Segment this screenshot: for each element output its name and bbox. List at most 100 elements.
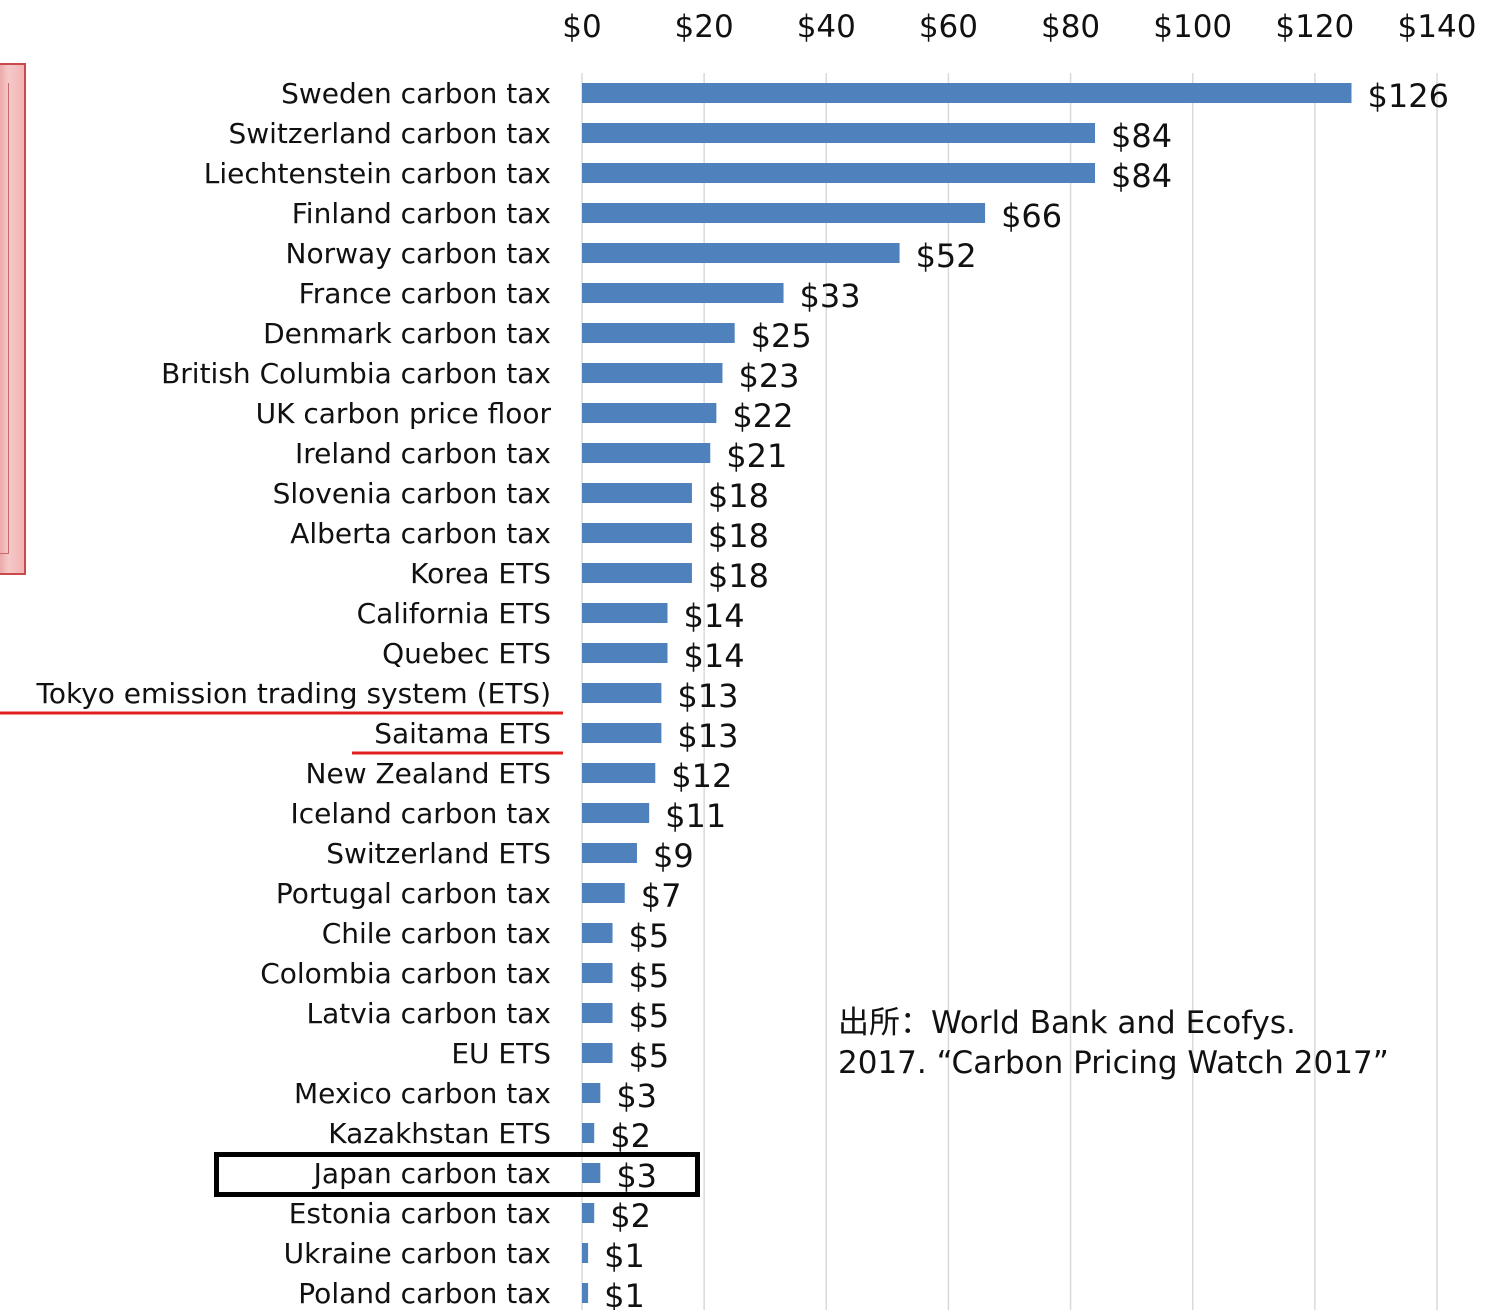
data-label: $9: [653, 837, 694, 875]
decorative-panel: [0, 63, 26, 575]
data-label: $25: [751, 317, 812, 355]
data-label: $12: [671, 757, 732, 795]
bar: [582, 763, 656, 783]
data-label: $84: [1111, 117, 1172, 155]
x-tick-label: $20: [675, 9, 734, 45]
x-tick-label: $140: [1398, 9, 1477, 45]
bar: [582, 1003, 613, 1023]
bar: [582, 1203, 595, 1223]
bar: [582, 323, 735, 343]
category-label: UK carbon price floor: [256, 397, 552, 430]
category-label: Estonia carbon tax: [289, 1197, 551, 1230]
bar: [582, 843, 637, 863]
bar: [582, 243, 900, 263]
bar: [582, 723, 662, 743]
data-label: $66: [1001, 197, 1062, 235]
category-label: Korea ETS: [410, 557, 551, 590]
x-tick-label: $120: [1275, 9, 1354, 45]
data-label: $1: [604, 1237, 645, 1275]
bar: [582, 443, 711, 463]
data-label: $5: [629, 1037, 670, 1075]
category-label: Alberta carbon tax: [290, 517, 551, 550]
bar: [582, 1083, 601, 1103]
bar: [582, 1123, 595, 1143]
bar: [582, 403, 717, 423]
category-label: Iceland carbon tax: [290, 797, 551, 830]
data-label: $18: [708, 517, 769, 555]
bar: [582, 923, 613, 943]
category-label: Switzerland ETS: [326, 837, 551, 870]
data-label: $13: [677, 717, 738, 755]
category-label: Colombia carbon tax: [260, 957, 551, 990]
category-label: Japan carbon tax: [312, 1157, 551, 1190]
data-label: $13: [677, 677, 738, 715]
bar: [582, 1163, 601, 1183]
bar: [582, 1283, 589, 1303]
data-label: $14: [684, 637, 745, 675]
data-label: $33: [800, 277, 861, 315]
bar: [582, 203, 986, 223]
bar: [582, 283, 784, 303]
data-label: $5: [629, 997, 670, 1035]
category-label: Chile carbon tax: [322, 917, 551, 950]
category-label: Slovenia carbon tax: [273, 477, 551, 510]
category-label: Quebec ETS: [382, 637, 551, 670]
data-label: $18: [708, 477, 769, 515]
bar: [582, 123, 1095, 143]
data-label: $2: [610, 1117, 651, 1155]
bar: [582, 683, 662, 703]
category-label: Mexico carbon tax: [294, 1077, 551, 1110]
bar: [582, 1243, 589, 1263]
category-label: Saitama ETS: [374, 717, 551, 750]
data-label: $5: [629, 917, 670, 955]
x-tick-label: $40: [797, 9, 856, 45]
category-label: Kazakhstan ETS: [328, 1117, 551, 1150]
category-label: Ukraine carbon tax: [284, 1237, 551, 1270]
data-label: $84: [1111, 157, 1172, 195]
category-label: Liechtenstein carbon tax: [204, 157, 551, 190]
x-tick-label: $80: [1041, 9, 1100, 45]
data-label: $7: [641, 877, 682, 915]
category-label: Latvia carbon tax: [307, 997, 551, 1030]
source-line-2: 2017. “Carbon Pricing Watch 2017”: [838, 1045, 1389, 1081]
source-line-1: 出所：World Bank and Ecofys.: [838, 1005, 1296, 1041]
data-label: $11: [665, 797, 726, 835]
bar: [582, 1043, 613, 1063]
data-label: $14: [684, 597, 745, 635]
data-label: $3: [616, 1157, 657, 1195]
bar: [582, 363, 723, 383]
data-label: $23: [738, 357, 799, 395]
category-label: France carbon tax: [299, 277, 551, 310]
category-label: New Zealand ETS: [306, 757, 551, 790]
category-label: Finland carbon tax: [292, 197, 551, 230]
bar: [582, 803, 650, 823]
bar: [582, 163, 1095, 183]
category-label: Switzerland carbon tax: [228, 117, 551, 150]
category-label: Sweden carbon tax: [281, 77, 551, 110]
bar: [582, 963, 613, 983]
data-label: $21: [726, 437, 787, 475]
bar: [582, 563, 692, 583]
category-label: EU ETS: [451, 1037, 551, 1070]
x-tick-label: $100: [1153, 9, 1232, 45]
x-tick-label: $0: [562, 9, 601, 45]
data-label: $2: [610, 1197, 651, 1235]
category-label: Norway carbon tax: [286, 237, 551, 270]
bar: [582, 83, 1352, 103]
bar: [582, 523, 692, 543]
category-label: Tokyo emission trading system (ETS): [36, 677, 551, 710]
data-label: $3: [616, 1077, 657, 1115]
bar: [582, 883, 625, 903]
data-label: $1: [604, 1277, 645, 1310]
bar: [582, 483, 692, 503]
bar: [582, 603, 668, 623]
source-note: 出所：World Bank and Ecofys. 2017. “Carbon …: [838, 1003, 1389, 1083]
data-label: $18: [708, 557, 769, 595]
category-label: Ireland carbon tax: [295, 437, 551, 470]
japan-highlight-box: [214, 1152, 700, 1197]
data-label: $126: [1368, 77, 1449, 115]
data-label: $5: [629, 957, 670, 995]
x-tick-label: $60: [919, 9, 978, 45]
category-label: Portugal carbon tax: [276, 877, 551, 910]
